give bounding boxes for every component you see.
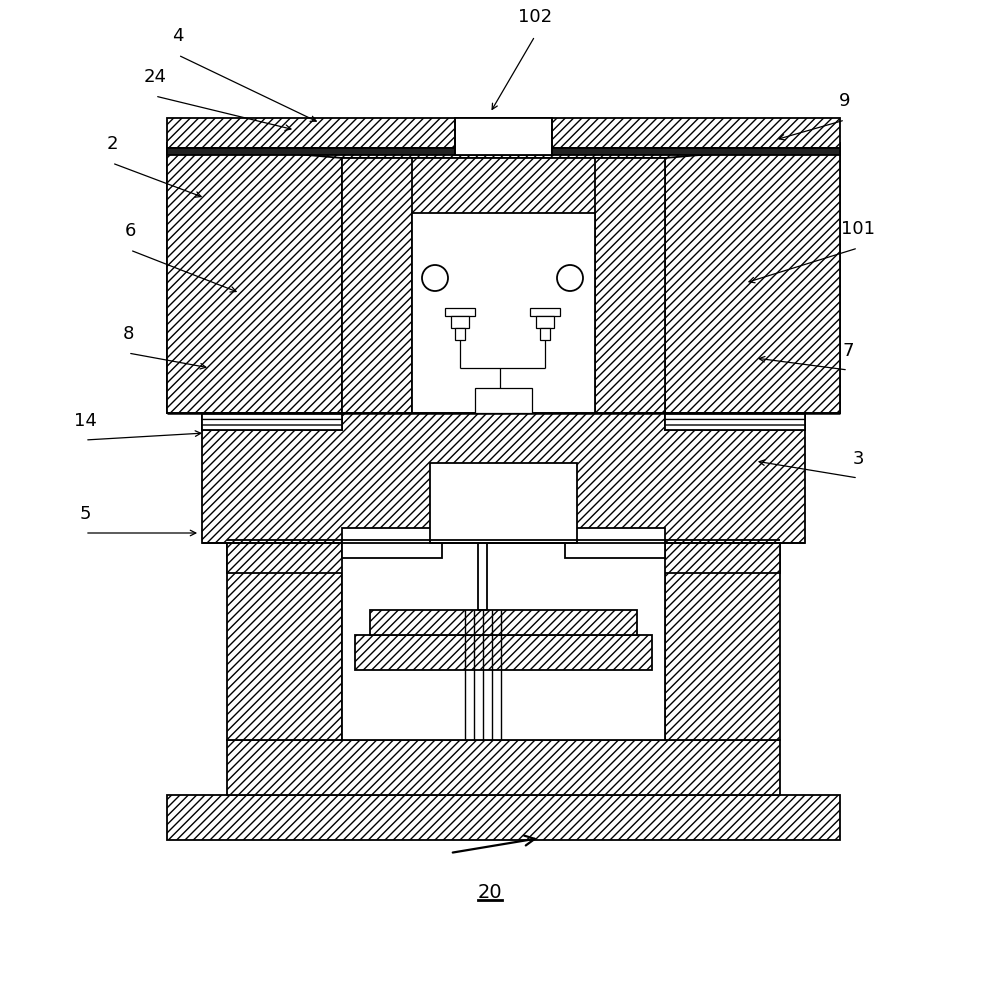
Text: 5: 5: [79, 505, 91, 523]
Circle shape: [422, 265, 448, 291]
Text: 24: 24: [144, 68, 166, 86]
Bar: [412, 213, 595, 413]
Bar: [227, 540, 342, 740]
Text: 6: 6: [124, 222, 136, 240]
Bar: [342, 158, 412, 413]
Bar: [445, 308, 475, 316]
Text: 101: 101: [841, 220, 875, 238]
Bar: [595, 158, 665, 413]
Circle shape: [557, 265, 583, 291]
Bar: [227, 740, 780, 795]
Bar: [475, 388, 532, 413]
Bar: [167, 118, 840, 148]
Bar: [202, 413, 805, 543]
Bar: [665, 413, 805, 430]
Bar: [342, 158, 665, 413]
Bar: [167, 143, 840, 413]
Bar: [665, 540, 780, 740]
Bar: [227, 543, 780, 573]
Bar: [565, 528, 665, 558]
Bar: [342, 528, 442, 558]
Bar: [202, 413, 342, 430]
Bar: [540, 328, 550, 340]
Bar: [455, 328, 465, 340]
Bar: [536, 316, 554, 328]
Bar: [530, 308, 560, 316]
Bar: [455, 118, 552, 155]
Bar: [202, 413, 342, 430]
Bar: [451, 316, 469, 328]
Polygon shape: [167, 143, 342, 413]
Text: 7: 7: [842, 342, 854, 360]
Bar: [665, 413, 805, 430]
Text: 2: 2: [106, 135, 118, 153]
Polygon shape: [665, 143, 840, 413]
Text: 102: 102: [518, 8, 552, 26]
Text: 20: 20: [478, 883, 502, 902]
Bar: [370, 610, 637, 635]
Text: 14: 14: [74, 412, 96, 430]
Text: 4: 4: [172, 27, 184, 45]
Bar: [342, 540, 665, 740]
Bar: [355, 635, 652, 670]
Text: 8: 8: [122, 325, 134, 343]
Bar: [167, 795, 840, 840]
Text: 9: 9: [839, 92, 851, 110]
Bar: [342, 158, 665, 288]
Bar: [430, 463, 577, 543]
Bar: [167, 148, 840, 155]
Text: 3: 3: [852, 450, 864, 468]
